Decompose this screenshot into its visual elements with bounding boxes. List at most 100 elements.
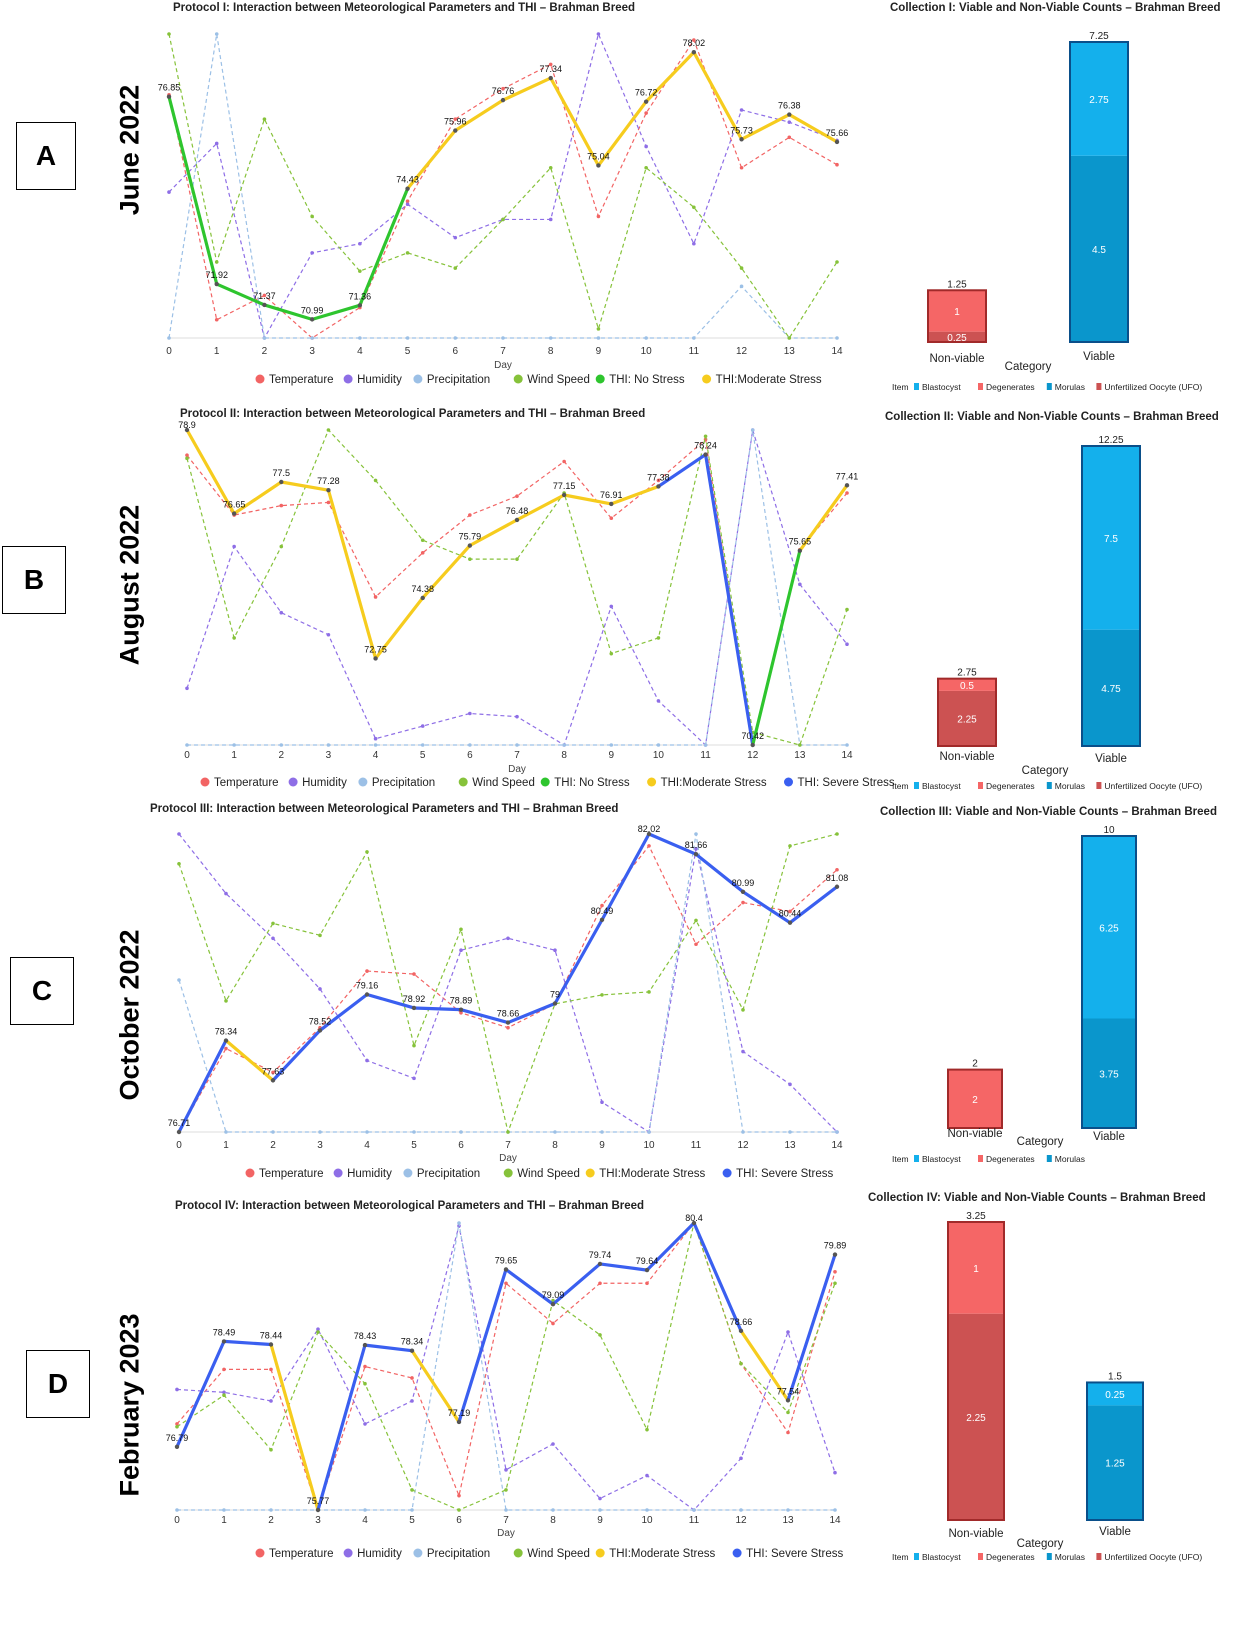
thi-segment bbox=[175, 1339, 226, 1449]
legend-marker bbox=[914, 383, 919, 390]
thi-segment bbox=[515, 493, 566, 522]
thi-data-label: 76.72 bbox=[635, 88, 658, 98]
thi-data-label: 78.9 bbox=[178, 420, 196, 430]
humidity-point bbox=[694, 847, 698, 851]
wind-speed-point bbox=[647, 990, 651, 994]
thi-data-label: 78.34 bbox=[401, 1337, 424, 1347]
thi-data-label: 77.5 bbox=[273, 468, 291, 478]
x-tick-label: 10 bbox=[641, 1515, 653, 1526]
x-tick-label: 6 bbox=[453, 346, 459, 357]
legend-item: Wind Speed bbox=[472, 777, 535, 789]
bar-segment bbox=[1087, 1382, 1143, 1406]
thi-segment bbox=[215, 282, 267, 307]
x-tick-label: 4 bbox=[373, 750, 379, 761]
bar-segment-label: 1.25 bbox=[1105, 1459, 1125, 1470]
x-tick-label: 12 bbox=[735, 1515, 747, 1526]
precipitation-point bbox=[358, 336, 362, 340]
legend-item: Morulas bbox=[1055, 1154, 1085, 1164]
precipitation-point bbox=[694, 832, 698, 836]
thi-segment bbox=[453, 98, 505, 133]
x-tick-label: 11 bbox=[691, 1140, 702, 1151]
thi-data-label: 75.79 bbox=[459, 532, 482, 542]
wind-speed-point bbox=[326, 428, 331, 432]
chart-title: Protocol III: Interaction between Meteor… bbox=[150, 803, 618, 815]
precipitation-point bbox=[515, 743, 519, 747]
thi-point bbox=[552, 1001, 558, 1006]
thi-data-label: 76.71 bbox=[168, 1118, 191, 1128]
x-tick-label: 7 bbox=[514, 750, 520, 761]
legend-marker bbox=[1046, 383, 1052, 390]
temperature-point bbox=[515, 494, 519, 498]
temperature-point bbox=[269, 1367, 273, 1372]
humidity-point bbox=[373, 736, 378, 741]
precipitation-point bbox=[177, 978, 181, 982]
thi-segment bbox=[551, 1262, 602, 1306]
bar-chart-c: Collection III: Viable and Non-Viable Co… bbox=[880, 806, 1217, 1164]
x-tick-label: 0 bbox=[176, 1140, 182, 1151]
thi-point bbox=[693, 852, 699, 857]
bar-total-label: 1.5 bbox=[1108, 1371, 1122, 1382]
temperature-series-line bbox=[186, 438, 848, 746]
thi-point bbox=[834, 884, 840, 889]
x-tick-label: 13 bbox=[782, 1515, 794, 1526]
precipitation-point bbox=[410, 1508, 414, 1512]
temperature-point bbox=[271, 1070, 275, 1075]
legend-title: Item bbox=[892, 1552, 909, 1562]
thi-data-label: 79.16 bbox=[356, 981, 379, 991]
wind-speed-point bbox=[609, 651, 614, 656]
bar-segment-label: 4.75 bbox=[1101, 684, 1121, 695]
wind-speed-point bbox=[459, 927, 463, 932]
panel-month: August 2022 bbox=[114, 504, 145, 666]
thi-segment bbox=[788, 885, 839, 925]
x-tick-label: 7 bbox=[503, 1515, 509, 1526]
x-tick-label: 5 bbox=[420, 750, 426, 761]
thi-segment bbox=[410, 1349, 461, 1424]
thi-data-label: 76.48 bbox=[506, 506, 529, 516]
thi-point bbox=[750, 742, 755, 748]
x-axis-label: Category bbox=[1017, 1136, 1064, 1148]
thi-point bbox=[221, 1339, 227, 1344]
legend-item: Degenerates bbox=[986, 781, 1035, 791]
wind-speed-point bbox=[363, 1381, 367, 1386]
humidity-point bbox=[185, 686, 189, 691]
thi-point bbox=[309, 317, 315, 322]
thi-segment bbox=[600, 832, 651, 922]
humidity-point bbox=[468, 711, 472, 716]
thi-point bbox=[832, 1252, 838, 1257]
legend-marker bbox=[403, 1168, 413, 1178]
wind-speed-point bbox=[318, 933, 322, 938]
bar-segment-label: 2.25 bbox=[966, 1413, 986, 1424]
legend-item: Wind Speed bbox=[517, 1168, 580, 1180]
humidity-point bbox=[786, 1330, 790, 1334]
thi-point bbox=[456, 1419, 462, 1425]
wind-speed-point bbox=[468, 557, 472, 561]
thi-segment bbox=[739, 112, 791, 141]
humidity-point bbox=[279, 610, 284, 615]
legend-item: Blastocyst bbox=[922, 382, 961, 392]
thi-point bbox=[739, 137, 744, 142]
thi-point bbox=[599, 917, 605, 923]
precipitation-point bbox=[553, 1130, 557, 1134]
bar-segment bbox=[938, 678, 996, 691]
x-tick-label: 12 bbox=[736, 346, 748, 357]
thi-segment bbox=[365, 992, 416, 1010]
legend-item: Temperature bbox=[269, 374, 334, 386]
legend-marker bbox=[458, 777, 468, 787]
legend-marker bbox=[288, 777, 298, 787]
x-axis-label: Day bbox=[499, 1153, 517, 1164]
thi-segment bbox=[562, 493, 613, 506]
thi-point bbox=[691, 1220, 697, 1226]
temperature-point bbox=[175, 1422, 179, 1426]
x-tick-label: 12 bbox=[737, 1140, 749, 1151]
legend-marker bbox=[255, 1548, 265, 1558]
bar-outline bbox=[937, 677, 997, 748]
precipitation-point bbox=[600, 1130, 604, 1134]
bar-total-label: 2.75 bbox=[957, 668, 977, 679]
thi-data-label: 78.44 bbox=[260, 1330, 283, 1340]
legend-marker bbox=[1046, 1155, 1052, 1162]
legend-marker bbox=[647, 777, 657, 787]
legend-title: Item bbox=[892, 781, 909, 791]
humidity-point bbox=[318, 987, 322, 991]
panel-letter: C bbox=[10, 957, 74, 1025]
thi-point bbox=[596, 163, 601, 168]
